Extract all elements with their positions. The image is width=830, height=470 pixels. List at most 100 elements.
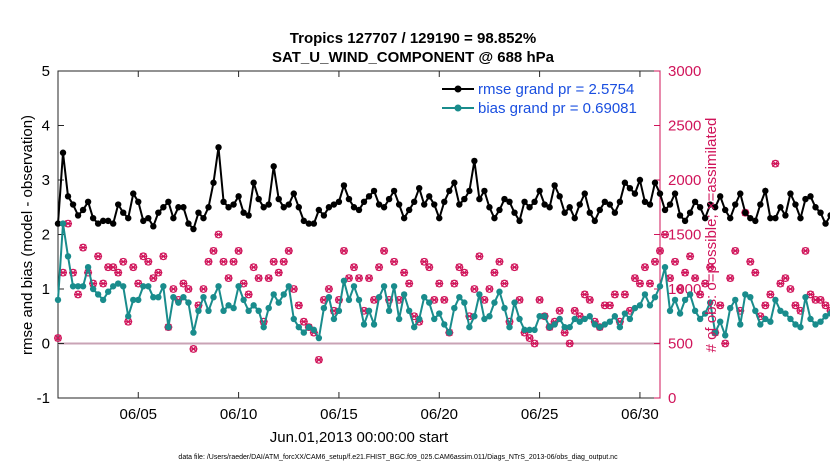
rmse-point <box>320 212 328 219</box>
rmse-point <box>521 198 528 205</box>
obs-assimilated-point <box>119 258 128 266</box>
bias-legend-marker <box>454 104 462 112</box>
bias-point <box>752 307 759 314</box>
rmse-point <box>812 204 819 211</box>
bias-point <box>280 291 287 298</box>
bias-point <box>150 293 157 301</box>
bias-point <box>481 315 488 323</box>
obs-assimilated-point <box>510 263 519 271</box>
bias-point <box>115 280 122 287</box>
rmse-point <box>215 144 222 151</box>
rmse-point <box>140 217 147 225</box>
rmse-point <box>125 214 132 222</box>
bias-point <box>385 307 393 314</box>
bias-point <box>64 253 72 260</box>
bias-point <box>300 329 308 336</box>
bias-point <box>431 315 438 323</box>
bias-point <box>250 302 257 309</box>
rmse-point <box>681 217 689 225</box>
rmse-point <box>380 204 388 211</box>
rmse-point <box>64 193 72 200</box>
obs-assimilated-point <box>535 296 544 304</box>
rmse-point <box>431 201 438 208</box>
rmse-point <box>195 209 202 216</box>
rmse-point <box>240 209 247 216</box>
obs-assimilated-point <box>816 296 825 304</box>
obs-assimilated-point <box>229 258 238 266</box>
rmse-point <box>310 220 318 227</box>
rmse-point <box>526 204 533 211</box>
obs-assimilated-point <box>696 291 705 298</box>
obs-assimilated-point <box>776 280 785 287</box>
obs-assimilated-point <box>460 269 469 277</box>
rmse-point <box>150 223 157 230</box>
obs-assimilated-point <box>821 301 830 309</box>
rmse-point <box>792 201 799 208</box>
rmse-point <box>586 209 593 216</box>
bias-point <box>94 291 102 298</box>
rmse-point <box>94 220 102 227</box>
rmse-point <box>79 206 87 214</box>
bias-point <box>656 283 664 290</box>
obs-assimilated-point <box>731 247 740 255</box>
bias-point <box>410 323 418 331</box>
obs-assimilated-point <box>139 252 148 260</box>
rmse-point <box>365 193 373 200</box>
bias-point <box>722 332 729 339</box>
bias-point <box>330 315 338 323</box>
obs-assimilated-point <box>264 274 273 282</box>
obs-assimilated-point <box>279 258 288 266</box>
rmse-point <box>235 193 242 200</box>
obs-assimilated-point <box>204 258 213 266</box>
rmse-point <box>531 198 538 205</box>
obs-assimilated-point <box>254 274 263 282</box>
bias-point <box>511 299 518 306</box>
bias-point <box>170 293 177 301</box>
obs-assimilated-point <box>495 258 504 266</box>
rmse-point <box>581 190 588 197</box>
obs-assimilated-point <box>269 258 278 266</box>
rmse-point <box>325 204 333 211</box>
rmse-point <box>260 204 267 211</box>
obs-assimilated-point <box>500 280 509 287</box>
rmse-point <box>691 198 699 205</box>
obs-assimilated-point <box>605 301 614 309</box>
obs-assimilated-point <box>676 285 685 293</box>
bias-point <box>626 315 634 323</box>
bias-point <box>571 315 578 323</box>
obs-assimilated-point <box>635 280 644 287</box>
rmse-point <box>135 198 142 205</box>
obs-assimilated-point <box>114 269 123 277</box>
bias-point <box>446 329 453 336</box>
rmse-point <box>280 204 287 211</box>
obs-assimilated-point <box>530 340 539 347</box>
rmse-point <box>451 179 458 186</box>
bias-point <box>69 283 77 290</box>
rmse-point <box>104 217 112 225</box>
obs-assimilated-point <box>751 269 760 277</box>
bias-point <box>747 293 754 301</box>
bias-point <box>486 313 493 320</box>
chart-subtitle: SAT_U_WIND_COMPONENT @ 688 hPa <box>272 49 555 66</box>
rmse-point <box>762 187 769 195</box>
bias-point <box>596 323 603 331</box>
rmse-point <box>466 187 473 195</box>
bias-point <box>621 310 629 317</box>
rmse-point <box>747 214 754 222</box>
bias-point <box>812 321 819 328</box>
bias-point <box>245 307 252 314</box>
chart-title: Tropics 127707 / 129190 = 98.852% <box>290 30 536 47</box>
obs-assimilated-point <box>650 258 659 266</box>
bias-point <box>531 326 538 334</box>
bias-point <box>230 304 237 312</box>
obs-assimilated-point <box>199 285 208 293</box>
rmse-point <box>757 201 764 208</box>
y-axis-label: rmse and bias (model - observation) <box>19 115 36 355</box>
obs-assimilated-point <box>365 274 374 282</box>
bias-point <box>220 307 227 314</box>
rmse-point <box>481 187 488 195</box>
rmse-point <box>59 149 67 156</box>
rmse-point <box>220 198 227 205</box>
rmse-point <box>782 212 789 219</box>
bias-point <box>260 323 267 331</box>
